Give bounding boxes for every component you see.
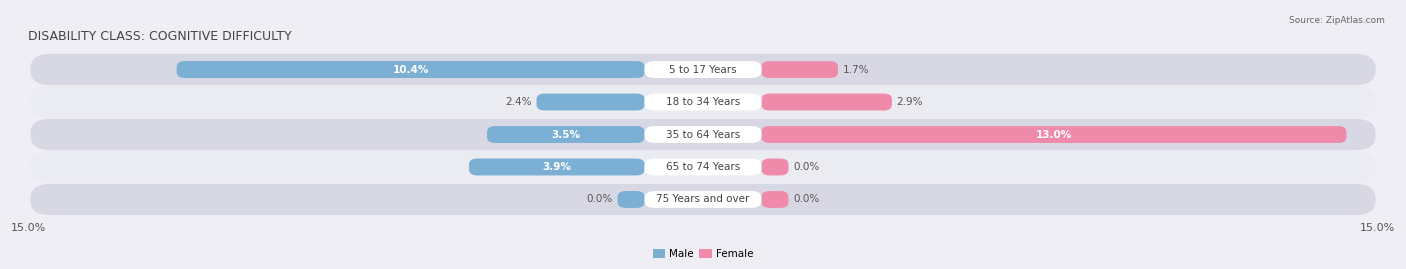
Text: 35 to 64 Years: 35 to 64 Years (666, 129, 740, 140)
Text: DISABILITY CLASS: COGNITIVE DIFFICULTY: DISABILITY CLASS: COGNITIVE DIFFICULTY (28, 30, 292, 43)
FancyBboxPatch shape (644, 94, 762, 111)
Text: Source: ZipAtlas.com: Source: ZipAtlas.com (1289, 16, 1385, 25)
FancyBboxPatch shape (31, 184, 1375, 215)
FancyBboxPatch shape (644, 61, 762, 78)
Text: 3.5%: 3.5% (551, 129, 581, 140)
FancyBboxPatch shape (177, 61, 644, 78)
Text: 0.0%: 0.0% (793, 162, 820, 172)
Text: 0.0%: 0.0% (586, 194, 613, 204)
Text: 5 to 17 Years: 5 to 17 Years (669, 65, 737, 75)
FancyBboxPatch shape (617, 191, 644, 208)
Text: 75 Years and over: 75 Years and over (657, 194, 749, 204)
Text: 65 to 74 Years: 65 to 74 Years (666, 162, 740, 172)
Text: 0.0%: 0.0% (793, 194, 820, 204)
FancyBboxPatch shape (537, 94, 644, 111)
FancyBboxPatch shape (31, 54, 1375, 85)
FancyBboxPatch shape (31, 151, 1375, 183)
FancyBboxPatch shape (762, 61, 838, 78)
FancyBboxPatch shape (470, 158, 644, 175)
FancyBboxPatch shape (644, 191, 762, 208)
FancyBboxPatch shape (762, 126, 1347, 143)
Text: 10.4%: 10.4% (392, 65, 429, 75)
FancyBboxPatch shape (762, 94, 891, 111)
FancyBboxPatch shape (644, 126, 762, 143)
FancyBboxPatch shape (762, 191, 789, 208)
FancyBboxPatch shape (644, 158, 762, 175)
Text: 3.9%: 3.9% (543, 162, 571, 172)
FancyBboxPatch shape (486, 126, 644, 143)
Legend: Male, Female: Male, Female (648, 245, 758, 264)
FancyBboxPatch shape (31, 86, 1375, 118)
Text: 1.7%: 1.7% (842, 65, 869, 75)
Text: 18 to 34 Years: 18 to 34 Years (666, 97, 740, 107)
FancyBboxPatch shape (762, 158, 789, 175)
Text: 2.4%: 2.4% (506, 97, 531, 107)
Text: 13.0%: 13.0% (1036, 129, 1071, 140)
FancyBboxPatch shape (31, 119, 1375, 150)
Text: 2.9%: 2.9% (897, 97, 922, 107)
